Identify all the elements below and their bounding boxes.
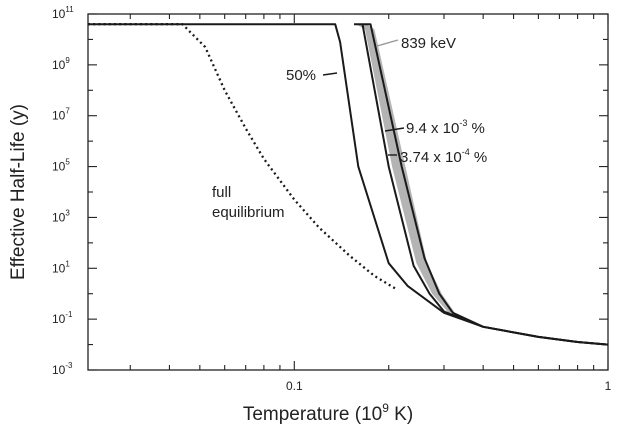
y-tick-label: 105 <box>52 158 70 174</box>
series-full-equilibrium <box>88 23 396 290</box>
y-tick-label: 10-1 <box>52 310 73 326</box>
leader-9-4 <box>384 127 405 132</box>
annotation-50: 50% <box>286 67 316 84</box>
annotation-839: 839 keV <box>401 35 456 52</box>
annotation-equil: equilibrium <box>212 204 285 221</box>
y-tick-label: 109 <box>52 56 70 72</box>
y-axis-title: Effective Half-Life (y) <box>8 104 29 280</box>
annotation-94: 9.4 x 10-3 % <box>406 118 485 137</box>
leader-50 <box>322 72 338 76</box>
y-tick-label: 101 <box>52 259 70 275</box>
x-tick-label: 0.1 <box>286 379 303 393</box>
plot-frame <box>87 13 609 371</box>
y-tick-label: 103 <box>52 208 70 224</box>
y-tick-label: 107 <box>52 107 70 123</box>
series-3-74-x-10-4- <box>362 23 609 346</box>
leader-839-kev <box>376 39 399 47</box>
series-9-4-x-10-3- <box>354 23 609 346</box>
y-tick-label: 1011 <box>52 5 74 21</box>
series-839-kev-band <box>355 24 455 313</box>
series-50- <box>88 23 609 346</box>
x-axis-title: Temperature (109 K) <box>243 401 413 425</box>
annotation-full: full <box>212 184 231 201</box>
annotation-374: 3.74 x 10-4 % <box>400 147 487 166</box>
x-tick-label: 1 <box>605 379 612 393</box>
y-tick-label: 10-3 <box>52 361 73 377</box>
